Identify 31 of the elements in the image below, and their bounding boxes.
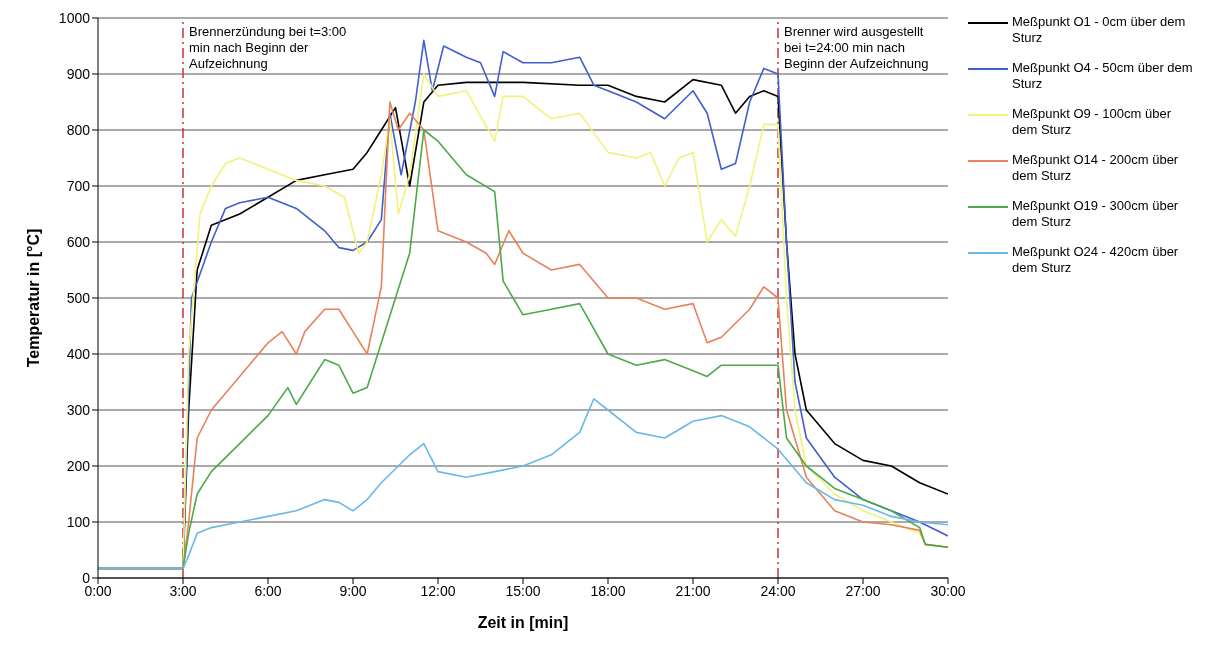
x-tick-label: 21:00 <box>675 582 711 599</box>
y-axis-title: Temperatur in [°C] <box>24 228 42 368</box>
x-axis-title: Zeit in [min] <box>477 614 569 631</box>
y-tick-label: 300 <box>66 401 91 418</box>
legend-label: Meßpunkt O14 - 200cm über dem Sturz <box>1012 152 1180 184</box>
y-tick-label: 1000 <box>58 9 91 26</box>
legend-label: Meßpunkt O19 - 300cm über dem Sturz <box>1012 198 1180 230</box>
x-tick-label: 6:00 <box>254 582 282 599</box>
y-tick-label: 900 <box>66 65 91 82</box>
y-tick-label: 400 <box>66 345 91 362</box>
x-tick-label: 18:00 <box>590 582 626 599</box>
y-tick-label: 600 <box>66 233 91 250</box>
legend-label: Meßpunkt O24 - 420cm über dem Sturz <box>1012 244 1180 276</box>
y-tick-label: 700 <box>66 177 91 194</box>
x-tick-label: 3:00 <box>169 582 197 599</box>
x-tick-label: 9:00 <box>339 582 367 599</box>
x-tick-label: 27:00 <box>845 582 881 599</box>
legend-label: Meßpunkt O1 - 0cm über dem Sturz <box>1012 14 1187 46</box>
y-tick-label: 200 <box>66 457 91 474</box>
x-tick-label: 15:00 <box>505 582 541 599</box>
y-tick-label: 100 <box>66 513 91 530</box>
ref-line-label: Brennerzündung bei t=3:00 min nach Beginn der Aufzeichnung <box>189 24 347 71</box>
x-tick-label: 12:00 <box>420 582 456 599</box>
ref-line-label: Brenner wird ausgestellt bei t=24:00 min nach Beginn der Aufzeichnung <box>784 24 929 71</box>
line-series <box>98 398 948 570</box>
x-tick-label: 30:00 <box>930 582 966 599</box>
y-tick-label: 800 <box>66 121 91 138</box>
legend-label: Meßpunkt O9 - 100cm über dem Sturz <box>1012 106 1172 138</box>
legend-label: Meßpunkt O4 - 50cm über dem Sturz <box>1012 60 1194 92</box>
x-tick-label: 24:00 <box>760 582 796 599</box>
y-tick-label: 500 <box>66 289 91 306</box>
